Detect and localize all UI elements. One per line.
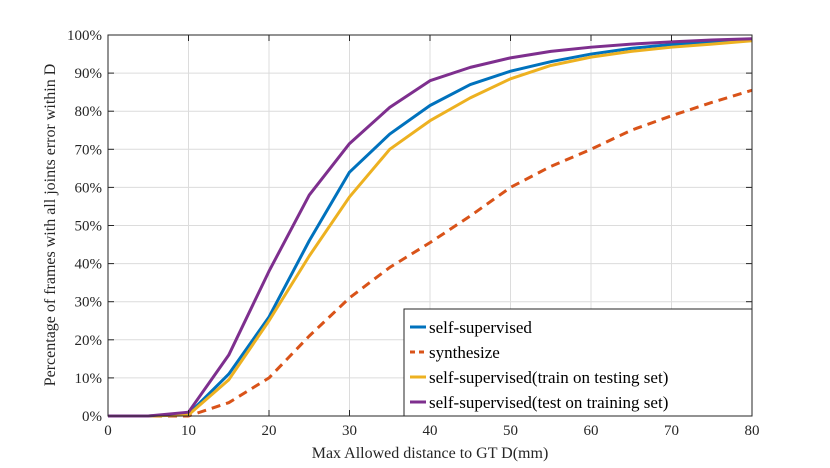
x-tick-label: 10 (181, 423, 196, 439)
y-tick-label: 90% (75, 66, 103, 82)
y-tick-label: 60% (75, 180, 103, 196)
legend-label-1: self-supervised (429, 318, 532, 337)
x-tick-label: 50 (503, 423, 518, 439)
x-tick-label: 30 (342, 423, 357, 439)
x-tick-label: 20 (262, 423, 277, 439)
y-tick-label: 100% (67, 28, 102, 44)
y-tick-label: 80% (75, 104, 103, 120)
x-tick-label: 60 (584, 423, 599, 439)
x-tick-label: 0 (104, 423, 112, 439)
legend-label-2: synthesize (429, 343, 500, 362)
legend-label-3: self-supervised(train on testing set) (429, 368, 668, 387)
series-line-3 (108, 39, 753, 418)
axis-ticks: 0 10 20 30 40 50 60 70 80 0% 10% 20% 30% 40% 50% 60% 70%… (67, 28, 760, 439)
y-tick-label: 10% (75, 371, 103, 387)
gridlines (108, 35, 752, 416)
y-tick-label: 0% (82, 409, 102, 425)
series-line-1 (108, 38, 753, 418)
y-tick-label: 30% (75, 295, 103, 311)
y-tick-label: 50% (75, 219, 103, 235)
x-tick-label: 80 (745, 423, 760, 439)
series-line-4 (108, 37, 753, 418)
x-axis-label: Max Allowed distance to GT D(mm) (312, 445, 549, 462)
legend: self-supervised synthesize self-supervised… (403, 308, 753, 417)
y-axis-label: Percentage of frames with all joints err… (42, 64, 59, 387)
series-line-2 (108, 88, 753, 418)
x-tick-label: 40 (423, 423, 438, 439)
legend-label-4: self-supervised(test on training set) (429, 393, 668, 412)
y-tick-label: 70% (75, 142, 103, 158)
legend-box (403, 308, 753, 417)
plot-series (108, 37, 753, 418)
y-tick-label: 40% (75, 257, 103, 273)
y-tick-label: 20% (75, 333, 103, 349)
x-tick-label: 70 (664, 423, 679, 439)
